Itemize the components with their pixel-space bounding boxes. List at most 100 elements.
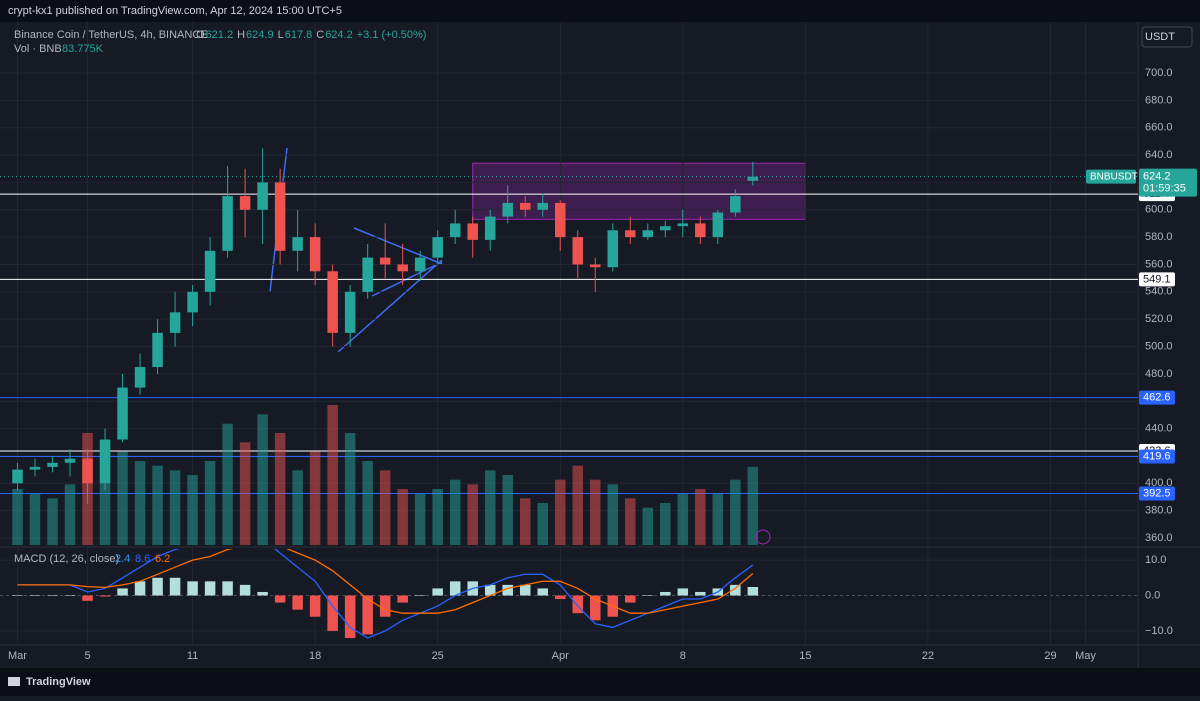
macd-histogram [362, 595, 373, 635]
zone [472, 162, 806, 220]
macd-histogram [379, 595, 391, 617]
candle-body [274, 182, 286, 251]
level-label: 419.6 [1143, 450, 1171, 462]
currency[interactable]: USDT [1145, 31, 1175, 43]
macd-tick-label: 10.0 [1145, 554, 1166, 566]
x-tick-label: 22 [922, 650, 934, 662]
y-tick-label: 440.0 [1145, 422, 1173, 434]
publisher: crypt-kx1 published on TradingView.com, … [8, 5, 342, 17]
macd-histogram [730, 584, 741, 596]
candle-body [309, 237, 321, 272]
volume-bar [379, 470, 391, 545]
candle-body [449, 223, 461, 238]
y-tick-label: 500.0 [1145, 340, 1173, 352]
volume-bar [590, 479, 601, 545]
volume-bar [712, 493, 724, 545]
y-tick-label: 360.0 [1145, 532, 1173, 544]
candle-body [222, 196, 233, 251]
candle-body [82, 458, 93, 484]
volume-bar [239, 442, 251, 545]
macd-histogram [82, 595, 93, 601]
macd-histogram [554, 595, 566, 600]
macd-value: 8.6 [135, 553, 150, 565]
level-tag [1139, 449, 1175, 464]
candle-body [554, 202, 566, 238]
volume-bar [695, 489, 706, 545]
macd-histogram [117, 588, 128, 596]
macd-histogram [677, 588, 689, 596]
volume-bar [327, 405, 338, 545]
volume-bar [730, 479, 741, 545]
candle-body [712, 212, 724, 238]
y-tick-label: 680.0 [1145, 94, 1173, 106]
symbol-label: BNBUSDT [1090, 171, 1138, 182]
last-price: 624.2 [1143, 171, 1171, 183]
volume-bar [432, 489, 443, 545]
footer [0, 668, 1200, 696]
ohlc-value: +3.1 (+0.50%) [357, 29, 427, 41]
macd-histogram [519, 584, 531, 596]
volume-bar [29, 493, 41, 545]
volume-bar [134, 461, 146, 545]
level-tag [1139, 390, 1175, 405]
volume-bar [362, 461, 373, 545]
x-tick-label: 25 [432, 650, 444, 662]
candle-body [152, 332, 163, 368]
currency-button[interactable] [1141, 26, 1193, 48]
y-tick-label: 520.0 [1145, 313, 1173, 325]
x-tick-label: May [1075, 650, 1096, 662]
volume-bar [537, 503, 548, 545]
ohlc-key: O [196, 29, 205, 41]
candle-body [379, 257, 391, 265]
candle-body [572, 237, 584, 265]
volume-bar [502, 475, 513, 545]
macd-histogram [204, 581, 216, 596]
x-tick-label: Apr [552, 650, 569, 662]
volume-bar [117, 451, 128, 545]
volume-bar [660, 503, 671, 545]
vol-value: 83.775K [62, 43, 104, 55]
ohlc-value: 617.8 [285, 29, 313, 41]
candle-body [747, 176, 759, 181]
macd-histogram [187, 581, 198, 596]
macd-histogram [274, 595, 286, 603]
candle-body [695, 223, 706, 238]
alert-icon[interactable] [755, 529, 771, 545]
candle-body [519, 202, 531, 210]
macd-histogram [449, 581, 461, 596]
macd-line [17, 549, 754, 639]
countdown: 01:59:35 [1143, 183, 1186, 195]
candle-body [117, 387, 128, 440]
macd-histogram [64, 595, 76, 596]
candle-body [64, 458, 76, 463]
ohlc-key: C [316, 29, 324, 41]
candle-body [12, 469, 23, 484]
logo [8, 677, 20, 686]
volume-bar [292, 470, 303, 545]
y-tick-label: 640.0 [1145, 149, 1173, 161]
x-tick-label: 8 [680, 650, 686, 662]
volume-bar [274, 433, 286, 545]
macd-histogram [590, 595, 601, 621]
candle-body [292, 237, 303, 251]
candle-body [362, 257, 373, 292]
macd-hist-value: 2.4 [115, 553, 130, 565]
y-tick-label: 580.0 [1145, 231, 1173, 243]
y-tick-label: 660.0 [1145, 122, 1173, 134]
volume-bar [309, 451, 321, 545]
y-tick-label: 480.0 [1145, 368, 1173, 380]
volume-bar [344, 433, 356, 545]
macd-histogram [239, 584, 251, 596]
y-tick-label: 540.0 [1145, 286, 1173, 298]
x-tick-label: 5 [84, 650, 90, 662]
macd-histogram [222, 581, 233, 596]
volume-bar [222, 423, 233, 545]
macd-histogram [134, 581, 146, 596]
volume-bar [519, 498, 531, 545]
ohlc-legend: O 621.2 H 624.9 L 617.8 C 624.2 +3.1 (+0.50%) [196, 29, 426, 41]
volume-bar [625, 498, 636, 545]
candle-body [47, 462, 58, 467]
candle-body [660, 226, 671, 231]
candle-body [344, 291, 356, 333]
